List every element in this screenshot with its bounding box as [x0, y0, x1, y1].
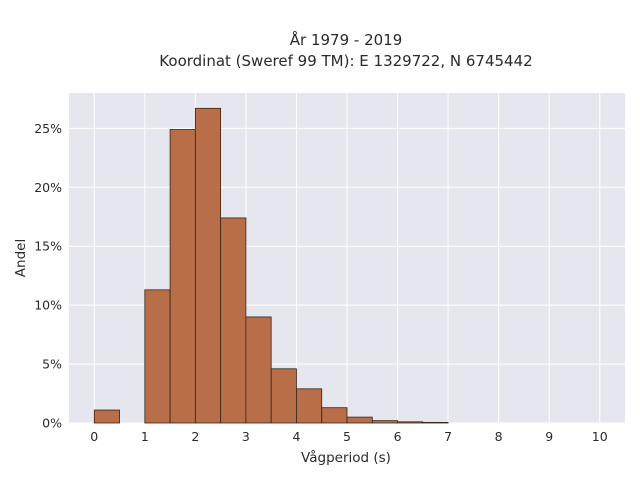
- histogram-bar: [397, 421, 424, 424]
- y-tick-label: 15%: [34, 239, 62, 254]
- x-tick-label: 3: [242, 429, 250, 444]
- histogram-bars: [93, 107, 449, 424]
- histogram-bar: [296, 388, 323, 424]
- x-axis-ticks: 0 1 2 3 4 5 6 7 8 9 10: [90, 429, 607, 444]
- x-tick-label: 6: [394, 429, 402, 444]
- chart-title-line-2: Koordinat (Sweref 99 TM): E 1329722, N 6…: [159, 52, 532, 70]
- x-axis-title: Vågperiod (s): [301, 449, 391, 466]
- histogram-bar: [194, 107, 222, 424]
- x-tick-label: 1: [141, 429, 149, 444]
- x-tick-label: 9: [545, 429, 553, 444]
- x-tick-label: 2: [191, 429, 199, 444]
- x-tick-label: 10: [592, 429, 608, 444]
- histogram-bar: [245, 316, 272, 424]
- y-tick-label: 20%: [34, 180, 62, 195]
- chart-title-line-1: År 1979 - 2019: [290, 30, 403, 49]
- x-tick-label: 5: [343, 429, 351, 444]
- y-tick-label: 10%: [34, 298, 62, 313]
- x-tick-label: 4: [292, 429, 300, 444]
- histogram-bar: [422, 422, 449, 424]
- histogram-bar: [169, 129, 196, 424]
- histogram-bar: [93, 409, 120, 424]
- histogram-bar: [346, 416, 373, 424]
- histogram-bar: [144, 289, 171, 424]
- y-axis-ticks: 0% 5% 10% 15% 20% 25%: [34, 121, 62, 431]
- histogram-bar: [371, 420, 398, 424]
- histogram-bar: [220, 217, 247, 424]
- y-tick-label: 5%: [42, 357, 62, 372]
- histogram-bar: [270, 368, 297, 424]
- y-axis-title: Andel: [13, 239, 29, 277]
- x-tick-label: 7: [444, 429, 452, 444]
- histogram-bar: [321, 407, 348, 424]
- y-tick-label: 0%: [42, 416, 62, 431]
- x-tick-label: 0: [90, 429, 98, 444]
- x-tick-label: 8: [495, 429, 503, 444]
- y-tick-label: 25%: [34, 121, 62, 136]
